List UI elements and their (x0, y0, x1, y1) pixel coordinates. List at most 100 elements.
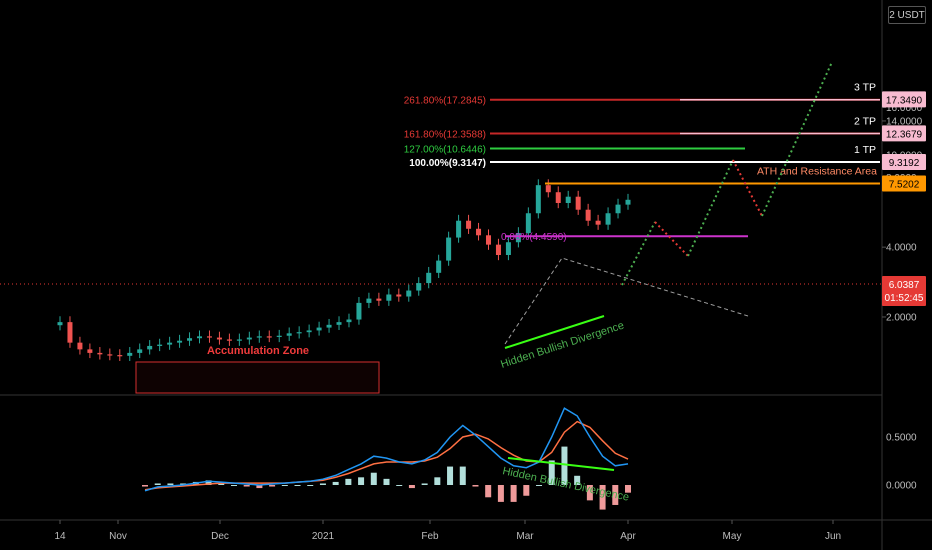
macd-histogram-bar (154, 483, 161, 485)
resistance-label: ATH and Resistance Area (757, 166, 877, 178)
macd-histogram-bar (472, 485, 479, 487)
macd-histogram-bar (459, 466, 466, 485)
candle-body (107, 354, 113, 356)
macd-histogram-bar (497, 485, 504, 502)
candle-body (157, 344, 163, 346)
projection-segment (654, 221, 689, 257)
candle-body (615, 204, 621, 214)
macd-histogram-bar (230, 485, 237, 486)
candle-body (356, 302, 362, 320)
candle-body (236, 339, 242, 341)
macd-histogram-bar (345, 478, 352, 485)
macd-histogram-bar (485, 485, 492, 498)
time-tick-label: 2021 (312, 531, 335, 542)
candle-body (117, 355, 123, 357)
macd-histogram-bar (167, 483, 174, 485)
macd-histogram-bar (269, 485, 276, 487)
macd-histogram-bar (574, 475, 581, 485)
target-price-tag: 12.3679 (886, 129, 923, 140)
price-tick-label: 14.0000 (886, 116, 923, 127)
time-tick-label: Feb (421, 531, 439, 542)
macd-histogram-bar (625, 485, 631, 493)
macd-histogram-bar (180, 483, 187, 485)
candle-body (485, 235, 491, 245)
macd-histogram-bar (548, 460, 555, 485)
macd-histogram-bar (396, 485, 403, 486)
macd-histogram-bar (510, 485, 517, 502)
target-price-tag: 17.3490 (886, 95, 923, 106)
candle-body (466, 220, 472, 229)
candle-body (177, 340, 183, 343)
target-label: 3 TP (854, 81, 876, 93)
divergence-line-macd (507, 457, 615, 471)
candle-body (595, 220, 601, 225)
candle-body (376, 298, 382, 301)
candle-body (446, 237, 452, 261)
candle-body (366, 298, 372, 303)
candle-body (545, 185, 551, 193)
candle-body (87, 349, 93, 353)
projection-segment (761, 61, 833, 217)
macd-tick-label: 0.5000 (886, 433, 917, 444)
candle-body (67, 322, 73, 343)
candle-body (476, 228, 482, 236)
candle-body (346, 319, 352, 323)
target-price-tag-bg (882, 125, 926, 142)
candle-body (256, 336, 262, 338)
candle-body (316, 327, 322, 331)
macd-histogram-bar (243, 485, 250, 487)
candle-body (505, 242, 511, 255)
accumulation-zone-label: Accumulation Zone (207, 345, 309, 357)
candle-body (555, 192, 561, 203)
macd-histogram-bar (218, 483, 225, 485)
target-label: 1 TP (854, 144, 876, 156)
candle-body (137, 349, 143, 353)
currency-badge[interactable]: 2 USDT (888, 6, 926, 24)
candle-body (226, 339, 232, 341)
candle-body (386, 294, 392, 301)
current-price-tag: 6.0387 (889, 280, 920, 291)
projection-segment (732, 159, 763, 217)
candle-body (495, 244, 501, 255)
macd-histogram-bar (536, 485, 543, 486)
candle-body (605, 213, 611, 225)
macd-histogram-bar (408, 485, 415, 489)
macd-histogram-bar (332, 481, 339, 485)
time-tick-label: Mar (516, 531, 534, 542)
price-tick-label: 2.0000 (886, 312, 917, 323)
countdown-tag: 01:52:45 (885, 293, 924, 304)
candle-body (97, 352, 103, 355)
candle-body (147, 345, 153, 350)
candle-body (206, 336, 212, 338)
projection-segment (687, 159, 734, 257)
candle-body (276, 335, 282, 337)
time-tick-label: May (723, 531, 742, 542)
macd-histogram-bar (421, 483, 428, 485)
macd-histogram-bar (294, 485, 301, 486)
triangle-pattern (504, 257, 749, 345)
macd-histogram-bar (586, 485, 593, 501)
resistance-price-tag-bg (882, 175, 926, 192)
candle-body (296, 332, 302, 334)
candle-body (57, 322, 63, 326)
price-tick-label: 16.0000 (886, 103, 923, 114)
macd-histogram-bar (142, 485, 148, 487)
macd-histogram-bar (370, 472, 377, 485)
macd-line (144, 407, 629, 492)
price-tick-label: 4.0000 (886, 243, 917, 254)
candle-body (625, 199, 631, 205)
fib-level-label: 261.80%(17.2845) (404, 96, 486, 107)
macd-histogram-bar (256, 485, 263, 489)
fib-level-label: 100.00%(9.3147) (409, 158, 486, 169)
macd-histogram-bar (523, 485, 530, 496)
candle-body (456, 220, 462, 238)
macd-histogram-bar (561, 446, 568, 485)
candle-body (585, 209, 591, 221)
divergence-label-price: Hidden Bullish Divergence (499, 320, 625, 371)
candle-body (266, 336, 272, 338)
candle-body (197, 336, 203, 339)
candle-body (406, 290, 412, 297)
candle-body (426, 272, 432, 284)
